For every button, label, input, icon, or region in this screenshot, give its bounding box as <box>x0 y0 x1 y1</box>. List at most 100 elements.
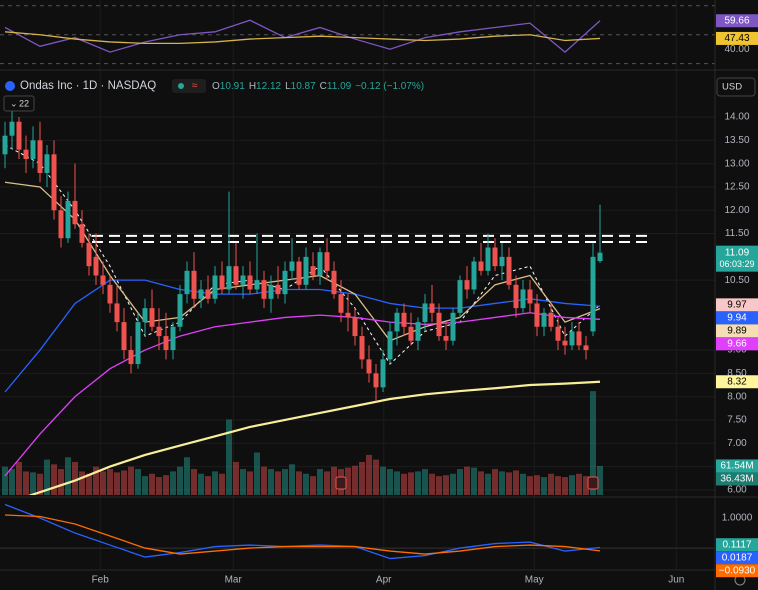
high: 12.12 <box>256 81 281 92</box>
close-badge <box>716 245 758 272</box>
candle-body <box>464 280 470 290</box>
candle-body <box>513 284 519 309</box>
y-tick-label: 13.00 <box>724 158 749 169</box>
volume-bar <box>247 471 253 495</box>
value-badge-label: 61.54M <box>720 461 753 472</box>
y-tick-label: 13.50 <box>724 135 749 146</box>
indicator-chevron: ⌄ <box>10 98 18 108</box>
candle-body <box>471 261 477 290</box>
volume-bar <box>324 471 330 495</box>
currency-button[interactable] <box>716 77 756 97</box>
volume-bar <box>408 472 414 495</box>
candle-body <box>317 252 323 276</box>
candle-body <box>177 294 183 327</box>
volume-bar <box>520 473 526 495</box>
candle-body <box>359 336 365 360</box>
candle-body <box>107 284 113 304</box>
y-tick-label: 6.00 <box>727 485 747 496</box>
value-badge <box>716 14 758 28</box>
candle-body <box>72 200 78 225</box>
volume-bar <box>282 469 288 495</box>
value-badge <box>716 459 758 473</box>
volume-bar <box>569 475 575 495</box>
volume-bar <box>352 465 358 495</box>
close: 11.09 <box>327 81 352 92</box>
candle-body <box>415 322 421 341</box>
candle-body <box>121 322 127 351</box>
volume-bar <box>226 419 232 495</box>
candle-body <box>289 261 295 271</box>
volume-bar <box>156 477 162 495</box>
volume-bar <box>177 466 183 495</box>
candle-body <box>324 252 330 271</box>
candle-body <box>590 256 596 332</box>
candle-body <box>569 331 575 346</box>
volume-bar <box>478 471 484 495</box>
y-tick-label: 12.50 <box>724 182 749 193</box>
volume-bar <box>58 469 64 495</box>
volume-bar <box>345 467 351 495</box>
candle-body <box>261 280 267 299</box>
volume-bar <box>142 476 148 495</box>
volume-bar <box>436 476 442 495</box>
candle-body <box>499 256 505 267</box>
indicator-toggle[interactable] <box>3 95 35 112</box>
value-badge-label: 36.43M <box>720 474 753 485</box>
macd-line <box>4 503 601 560</box>
candle-body <box>478 261 484 271</box>
x-tick-label: Mar <box>225 575 243 586</box>
candle-body <box>240 275 246 285</box>
candle-body <box>352 317 358 337</box>
volume-bar <box>471 467 477 495</box>
candle-body <box>191 270 197 299</box>
x-tick-label: Feb <box>92 575 110 586</box>
status-pill[interactable] <box>172 79 206 93</box>
volume-bar <box>401 473 407 495</box>
value-badge <box>716 472 758 486</box>
candle-body <box>9 121 15 136</box>
candle-body <box>408 326 414 341</box>
volume-bar <box>121 470 127 495</box>
y-tick-label: 12.00 <box>724 205 749 216</box>
candles <box>2 107 603 490</box>
candle-body <box>30 140 36 159</box>
candle-body <box>443 336 449 341</box>
value-badge <box>716 311 758 325</box>
status-icon: ≈ <box>192 81 198 92</box>
volume-bar <box>527 476 533 495</box>
volume-bar <box>163 475 169 495</box>
candle-body <box>58 210 64 239</box>
moving-average <box>4 144 601 365</box>
volume-bar <box>44 459 50 495</box>
volume-bar <box>534 475 540 495</box>
volume-bar <box>79 471 85 495</box>
moving-average <box>4 312 601 477</box>
grid-layer <box>0 0 715 570</box>
candle-body <box>282 270 288 295</box>
axis-layer: 14.0013.5013.0012.5012.0011.5010.509.008… <box>92 14 758 586</box>
volume-bar <box>331 466 337 495</box>
volume-bar <box>415 471 421 495</box>
candle-body <box>345 312 351 318</box>
volume-bar <box>303 473 309 495</box>
volume-bar <box>513 470 519 495</box>
candle-body <box>422 303 428 323</box>
volume-bar <box>464 466 470 495</box>
candle-body <box>541 312 547 327</box>
volume-bar <box>219 473 225 495</box>
moving-average <box>28 380 601 495</box>
volume-bar <box>37 473 43 495</box>
symbol-icon <box>5 81 15 91</box>
candle-body <box>114 303 120 323</box>
volume-bar <box>261 466 267 495</box>
low: 10.87 <box>291 81 316 92</box>
volume-bar <box>443 475 449 495</box>
candle-body <box>268 284 274 299</box>
value-badge <box>716 538 758 552</box>
volume-bar <box>240 469 246 495</box>
candle-body <box>366 359 372 374</box>
volume-bar <box>114 472 120 495</box>
x-tick-label: May <box>525 575 544 586</box>
macd-line <box>4 514 601 555</box>
value-badge-label: 9.97 <box>727 299 747 310</box>
